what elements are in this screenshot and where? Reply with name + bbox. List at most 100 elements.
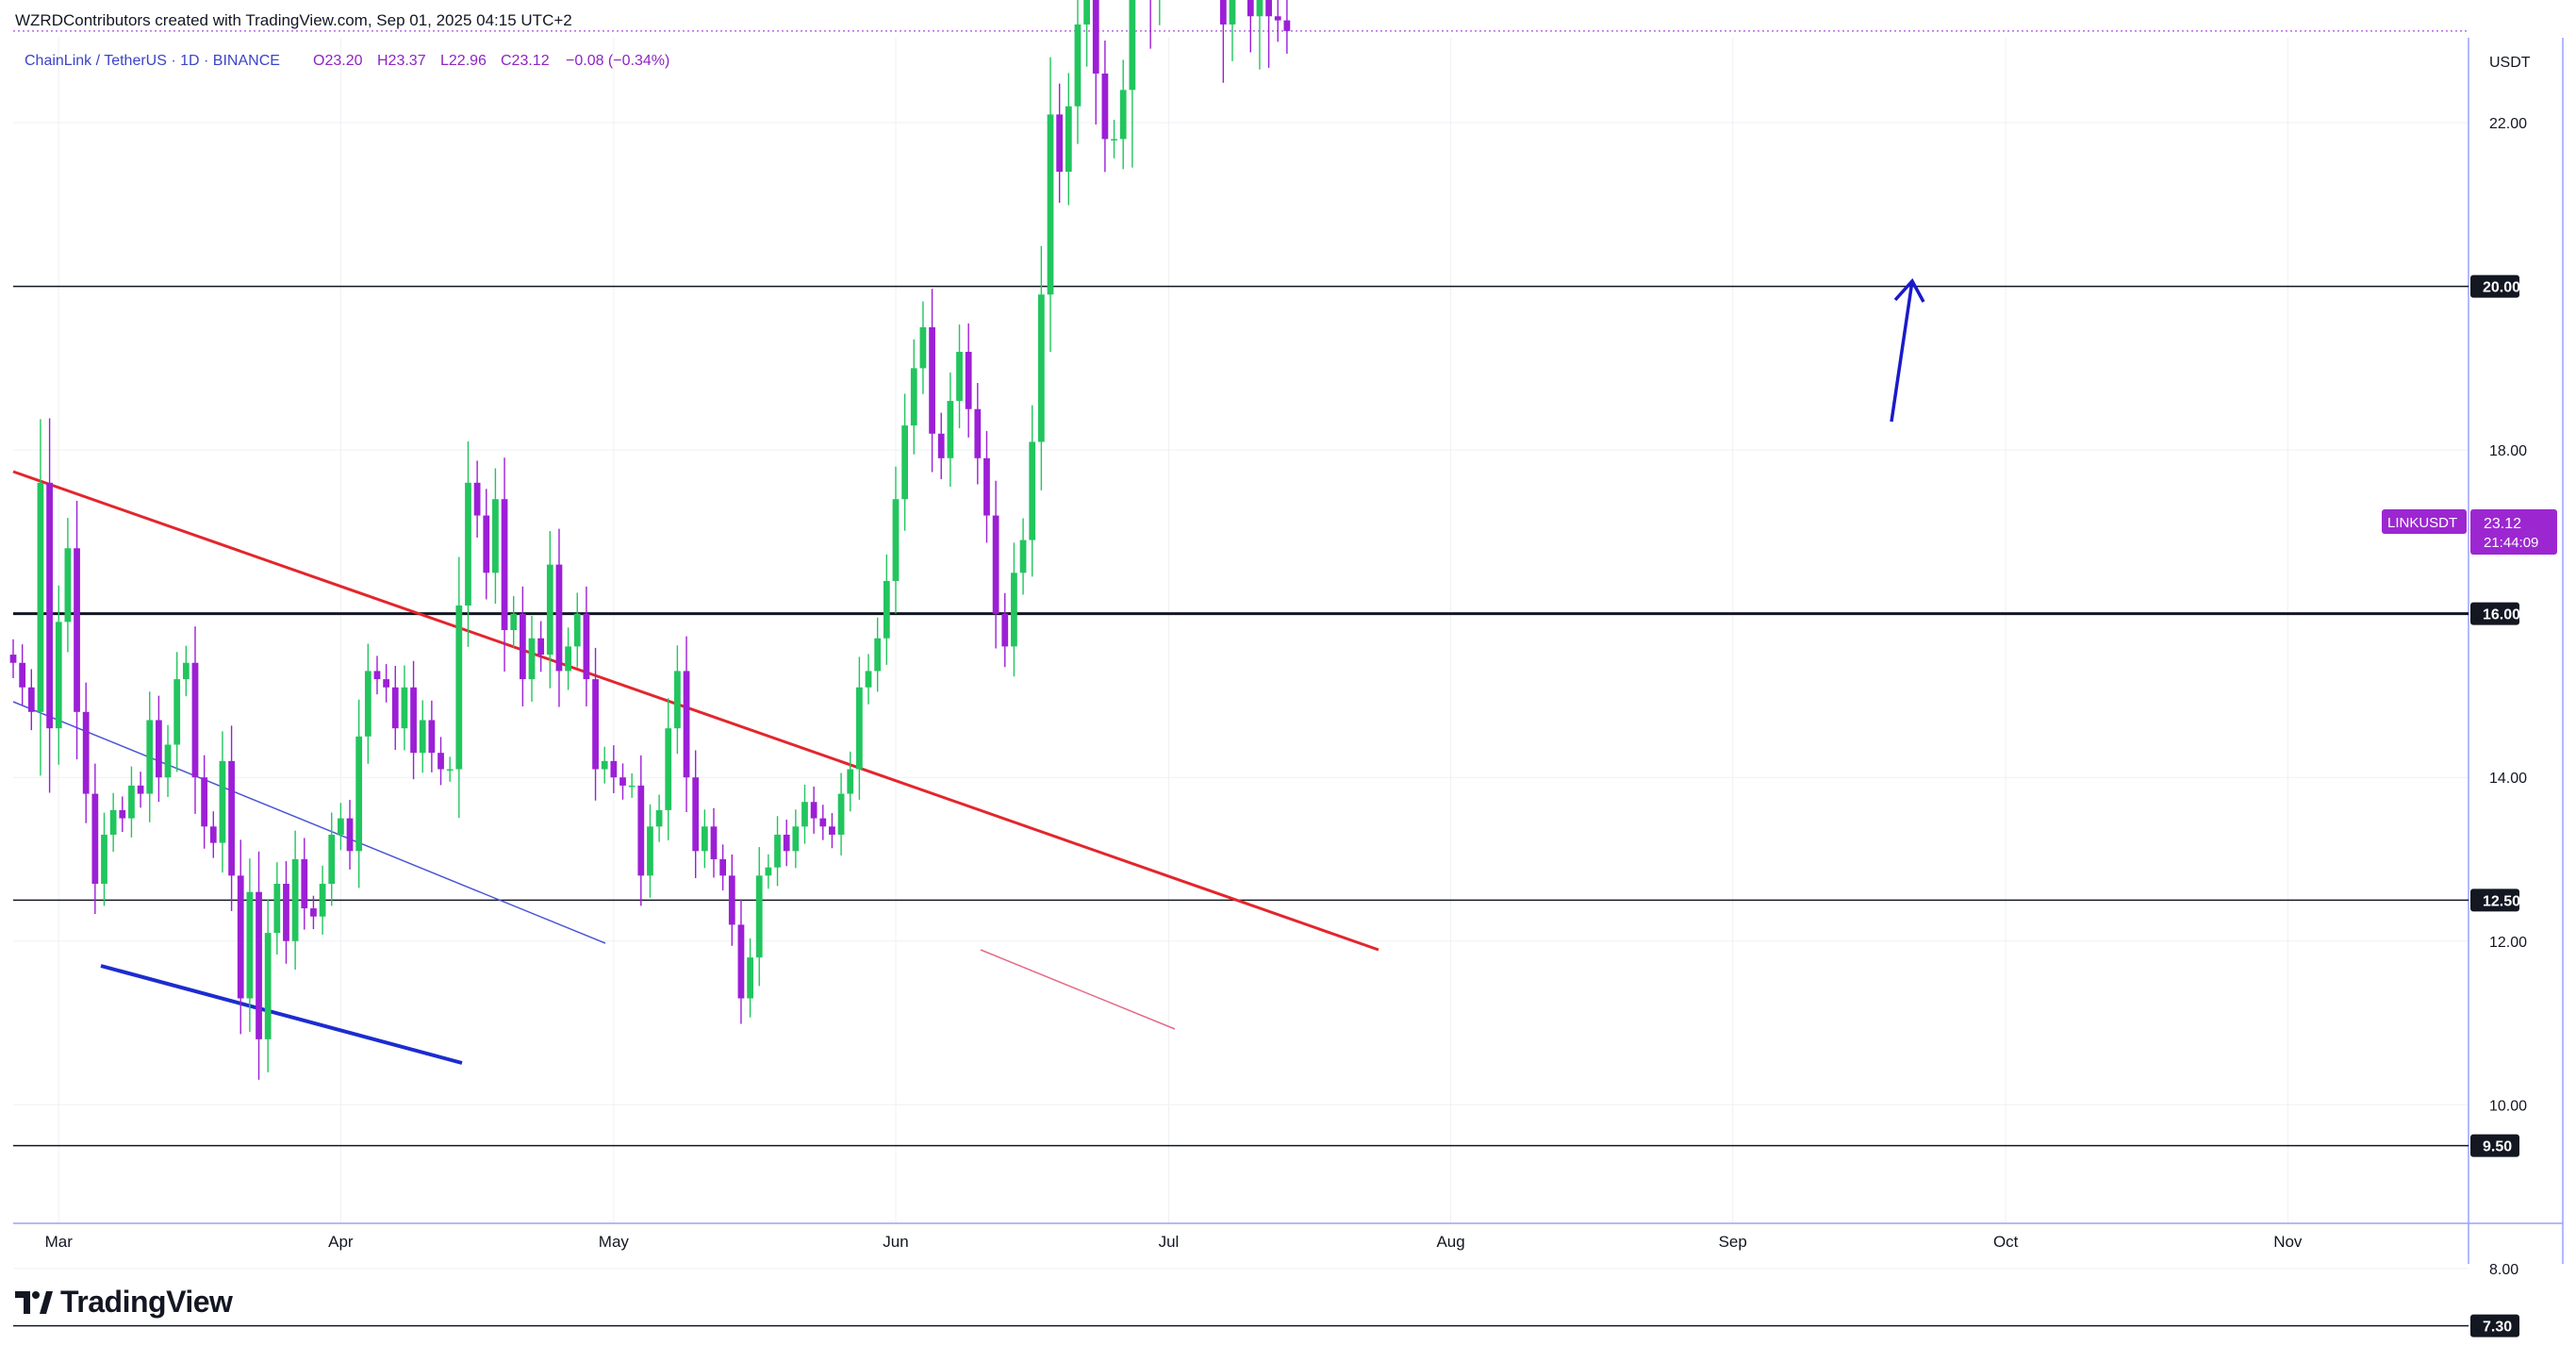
candle-body bbox=[747, 957, 753, 999]
candle-body bbox=[637, 785, 645, 876]
legend-change: −0.08 (−0.34%) bbox=[566, 53, 669, 69]
candle-body bbox=[719, 858, 727, 876]
candle-body bbox=[128, 785, 135, 819]
candle-body bbox=[273, 884, 281, 934]
candle-body bbox=[82, 711, 90, 794]
candle-body bbox=[592, 679, 599, 770]
candle-body bbox=[164, 744, 172, 778]
candle-body bbox=[1219, 0, 1227, 25]
candle-body bbox=[537, 638, 545, 656]
candle-body bbox=[628, 785, 636, 788]
level-badge bbox=[2470, 1134, 2519, 1157]
candle-body bbox=[455, 606, 463, 770]
badge-symbol: LINKUSDT bbox=[2387, 515, 2457, 531]
candle-body bbox=[755, 875, 763, 958]
candle-body bbox=[674, 671, 681, 729]
candle-body bbox=[27, 687, 35, 712]
candle-body bbox=[346, 818, 354, 852]
candle-body bbox=[1065, 106, 1072, 173]
candle-body bbox=[1056, 114, 1064, 173]
candle-body bbox=[983, 457, 990, 516]
candle-body bbox=[465, 482, 471, 606]
candle-body bbox=[146, 720, 154, 794]
candle-body bbox=[665, 728, 672, 810]
blue-channel-lower[interactable] bbox=[100, 964, 463, 1065]
candle-body bbox=[692, 777, 700, 852]
candle-body bbox=[438, 753, 444, 770]
candle-body bbox=[1011, 573, 1017, 647]
candle-body bbox=[364, 671, 372, 737]
candle-body bbox=[291, 858, 299, 941]
candle-body bbox=[765, 867, 772, 876]
candle-body bbox=[173, 679, 181, 745]
up-arrow-annotation[interactable] bbox=[1890, 277, 1925, 423]
candle-body bbox=[101, 834, 107, 885]
price-badge: LINKUSDT 23.12 21:44:09 bbox=[2382, 509, 2557, 555]
candle-body bbox=[619, 777, 626, 786]
candle-body bbox=[1092, 0, 1099, 74]
price-tick-label: 18.00 bbox=[2489, 443, 2527, 459]
legend-open: O23.20 bbox=[313, 53, 363, 69]
level-badge-label: 16.00 bbox=[2483, 607, 2520, 623]
blue-channel-upper[interactable] bbox=[12, 701, 606, 944]
candle-body bbox=[837, 793, 845, 835]
candle-body bbox=[137, 785, 144, 794]
candle-body bbox=[319, 884, 326, 917]
badge-countdown: 21:44:09 bbox=[2484, 535, 2538, 551]
currency-label: USDT bbox=[2489, 55, 2531, 71]
candle-body bbox=[829, 826, 835, 835]
candle-body bbox=[1229, 0, 1236, 25]
candle-body bbox=[328, 834, 336, 885]
candle-body bbox=[774, 834, 781, 868]
brand-name: TradingView bbox=[60, 1285, 233, 1319]
badge-price: 23.12 bbox=[2484, 516, 2521, 532]
candlestick-series[interactable] bbox=[9, 0, 1291, 1080]
candle-body bbox=[655, 809, 663, 827]
candle-body bbox=[283, 884, 289, 941]
candle-body bbox=[929, 326, 935, 434]
candle-body bbox=[219, 760, 226, 843]
level-badge bbox=[2470, 888, 2519, 912]
time-axis-ticks: Mar Apr May Jun Jul Aug Sep Oct Nov bbox=[45, 1233, 2303, 1251]
candle-body bbox=[701, 826, 708, 852]
price-tick-label: 8.00 bbox=[2489, 1262, 2518, 1278]
candle-body bbox=[519, 613, 526, 680]
candle-body bbox=[956, 352, 963, 402]
red-trendline[interactable] bbox=[12, 470, 1379, 952]
candle-body bbox=[228, 760, 235, 876]
tradingview-logo[interactable]: TradingView bbox=[15, 1285, 233, 1320]
price-tick-label: 12.00 bbox=[2489, 935, 2527, 951]
candle-body bbox=[256, 891, 262, 1039]
candle-body bbox=[91, 793, 99, 885]
candle-body bbox=[428, 720, 436, 754]
candle-body bbox=[191, 662, 199, 778]
grid-lines bbox=[13, 38, 2469, 1270]
candle-body bbox=[310, 908, 317, 917]
candle-body bbox=[55, 622, 62, 729]
legend-high: H23.37 bbox=[377, 53, 426, 69]
candle-body bbox=[892, 499, 900, 581]
level-badge bbox=[2470, 1314, 2519, 1337]
candle-body bbox=[1037, 294, 1045, 442]
candle-body bbox=[1129, 0, 1136, 91]
candle-body bbox=[810, 802, 817, 819]
price-axis-ticks: 8.0010.0012.0014.0018.0022.0024.0026.002… bbox=[2489, 116, 2527, 1278]
candle-body bbox=[1274, 16, 1281, 21]
candle-body bbox=[9, 655, 17, 663]
level-badge-label: 9.50 bbox=[2483, 1139, 2512, 1155]
candle-body bbox=[383, 679, 389, 688]
candle-body bbox=[355, 736, 363, 852]
candle-body bbox=[19, 662, 26, 688]
attribution-text: WZRDContributors created with TradingVie… bbox=[15, 11, 572, 29]
candle-body bbox=[119, 809, 126, 819]
candle-body bbox=[647, 826, 653, 876]
candle-body bbox=[1247, 0, 1254, 17]
chart-legend: ChainLink / TetherUS · 1D · BINANCE O23.… bbox=[25, 53, 669, 69]
candle-body bbox=[901, 425, 909, 500]
red-channel-lower[interactable] bbox=[980, 949, 1176, 1030]
candle-body bbox=[528, 638, 536, 680]
candle-body bbox=[1101, 73, 1109, 140]
candle-body bbox=[965, 352, 972, 409]
